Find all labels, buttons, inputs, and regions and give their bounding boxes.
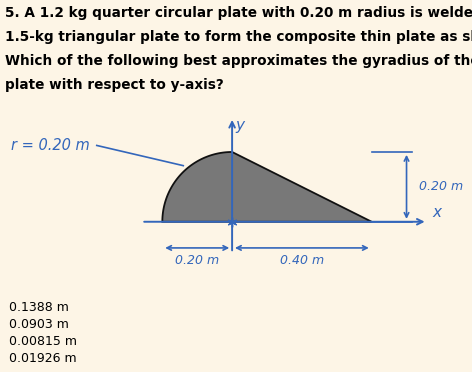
- Text: 0.40 m: 0.40 m: [280, 254, 324, 267]
- Text: Which of the following best approximates the gyradius of the thin: Which of the following best approximates…: [5, 54, 472, 68]
- Text: 0.00815 m: 0.00815 m: [9, 335, 77, 348]
- Polygon shape: [162, 152, 371, 222]
- Text: 5. A 1.2 kg quarter circular plate with 0.20 m radius is welded to a: 5. A 1.2 kg quarter circular plate with …: [5, 6, 472, 20]
- Text: 1.5-kg triangular plate to form the composite thin plate as shown.: 1.5-kg triangular plate to form the comp…: [5, 30, 472, 44]
- Text: x: x: [433, 205, 442, 220]
- Text: 0.20 m: 0.20 m: [419, 180, 463, 193]
- Text: r = 0.20 m: r = 0.20 m: [11, 138, 90, 153]
- Text: plate with respect to y-axis?: plate with respect to y-axis?: [5, 78, 223, 92]
- Text: 0.01926 m: 0.01926 m: [9, 352, 76, 365]
- Text: 0.1388 m: 0.1388 m: [9, 301, 69, 314]
- Text: 0.0903 m: 0.0903 m: [9, 318, 69, 331]
- Text: 0.20 m: 0.20 m: [175, 254, 219, 267]
- Text: y: y: [235, 118, 244, 133]
